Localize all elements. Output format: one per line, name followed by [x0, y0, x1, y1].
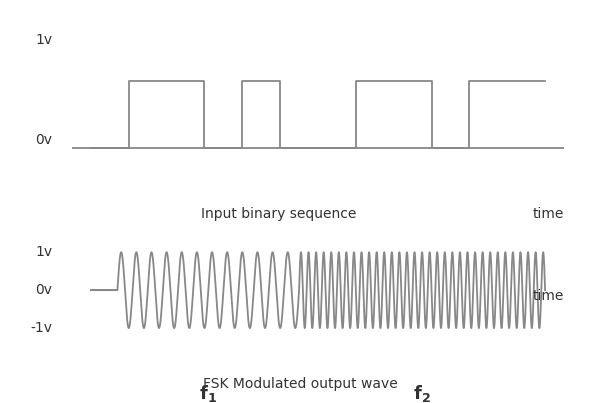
Text: 1v: 1v	[35, 33, 52, 47]
Text: time: time	[533, 289, 564, 303]
Text: FSK Modulated output wave: FSK Modulated output wave	[203, 377, 397, 391]
Text: time: time	[533, 207, 564, 221]
Text: $\mathbf{f_1}$: $\mathbf{f_1}$	[199, 383, 217, 403]
Text: $\mathbf{f_2}$: $\mathbf{f_2}$	[413, 383, 431, 403]
Text: 0v: 0v	[35, 133, 52, 147]
Text: 0v: 0v	[35, 283, 52, 297]
Text: 1v: 1v	[35, 245, 52, 259]
Text: Input binary sequence: Input binary sequence	[201, 207, 356, 221]
Text: -1v: -1v	[31, 321, 52, 335]
